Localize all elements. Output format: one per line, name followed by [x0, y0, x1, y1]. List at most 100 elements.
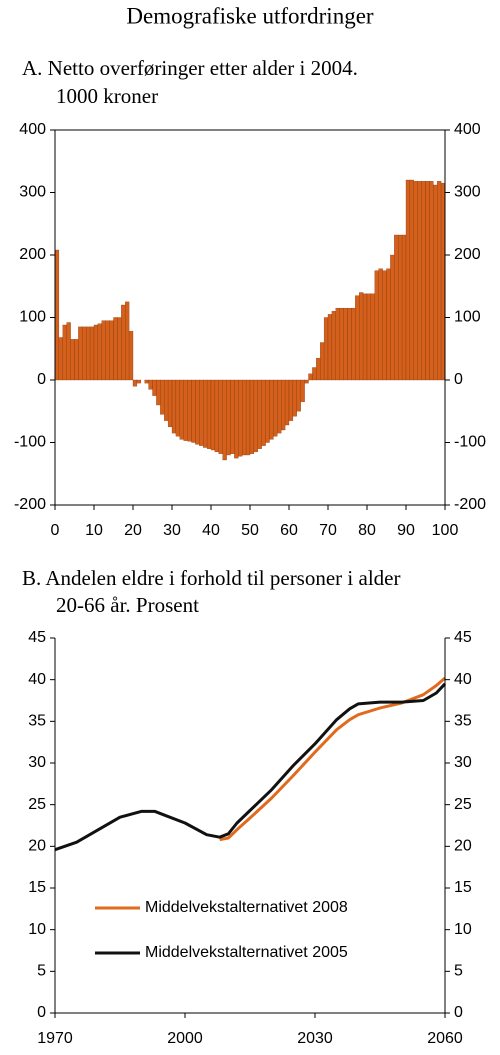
bar: [374, 270, 379, 381]
bar: [167, 379, 173, 428]
bar: [148, 379, 153, 390]
chart-subtitle: 20-66 år. Prosent: [56, 593, 199, 617]
bar: [191, 379, 196, 443]
bar: [343, 307, 348, 381]
bar: [292, 379, 297, 417]
y-tick-label: 15: [28, 879, 46, 896]
x-tick-label: 2000: [167, 1030, 203, 1047]
bar: [253, 379, 258, 453]
bar: [362, 293, 368, 381]
bar: [269, 379, 274, 440]
bar: [347, 307, 352, 381]
y2-tick-label: 10: [454, 921, 472, 938]
bar: [370, 293, 375, 381]
y-tick-label: 10: [28, 921, 46, 938]
y2-tick-label: -100: [454, 434, 486, 451]
y-tick-label: 35: [28, 713, 46, 730]
bar: [429, 181, 434, 381]
bar: [339, 307, 344, 381]
y-tick-label: 20: [28, 838, 46, 855]
bar: [230, 379, 235, 454]
bar: [300, 379, 305, 403]
bar: [405, 179, 411, 381]
bar: [156, 379, 161, 406]
bar: [265, 379, 270, 443]
bar: [160, 379, 165, 415]
y-tick-label: 45: [28, 629, 46, 646]
bar: [183, 379, 188, 441]
bar: [398, 234, 403, 381]
chart-subtitle: 1000 kroner: [56, 84, 158, 108]
bar: [277, 379, 282, 434]
y-tick-label: 300: [19, 184, 46, 201]
bar: [97, 323, 102, 381]
x-tick-label: 90: [397, 522, 415, 539]
bar: [273, 379, 278, 437]
bar: [54, 249, 60, 381]
y-tick-label: 40: [28, 671, 46, 688]
bar: [128, 331, 134, 381]
bar: [245, 379, 251, 456]
y-tick-label: 0: [37, 1004, 46, 1021]
bar: [187, 379, 192, 442]
bar: [409, 179, 414, 381]
bar: [70, 339, 75, 381]
bar: [93, 324, 99, 381]
bar: [89, 326, 95, 381]
bar: [234, 379, 239, 459]
y2-tick-label: 0: [454, 371, 463, 388]
bar: [382, 270, 387, 381]
x-tick-label: 70: [319, 522, 337, 539]
bar: [206, 379, 212, 449]
bar: [171, 379, 177, 434]
y2-tick-label: 0: [454, 1004, 463, 1021]
legend-label: Middelvekstalternativet 2005: [145, 944, 348, 961]
bar: [74, 339, 79, 381]
x-tick-label: 60: [280, 522, 298, 539]
bar: [323, 317, 329, 381]
bar: [203, 379, 208, 448]
bar: [351, 307, 356, 381]
y2-tick-label: 200: [454, 246, 481, 263]
x-tick-label: 80: [358, 522, 376, 539]
bar: [62, 324, 67, 381]
bar: [378, 268, 383, 381]
bar: [210, 379, 216, 451]
bar: [421, 181, 426, 381]
y2-tick-label: 40: [454, 671, 472, 688]
bar: [261, 379, 266, 446]
x-tick-label: 10: [85, 522, 103, 539]
y2-tick-label: 30: [454, 754, 472, 771]
bar: [86, 326, 91, 381]
series-line: [219, 676, 446, 842]
bar: [249, 379, 255, 454]
bar: [394, 234, 399, 381]
bar: [433, 184, 438, 381]
legend-label: Middelvekstalternativet 2008: [145, 899, 348, 916]
x-tick-label: 2060: [427, 1030, 463, 1047]
y-tick-label: -100: [14, 434, 46, 451]
bar: [58, 337, 63, 381]
bar: [359, 292, 364, 381]
bar: [175, 379, 180, 437]
y-tick-label: 25: [28, 796, 46, 813]
y2-tick-label: 45: [454, 629, 472, 646]
bar: [238, 379, 243, 457]
y2-tick-label: 300: [454, 184, 481, 201]
x-tick-label: 40: [202, 522, 220, 539]
y2-tick-label: 20: [454, 838, 472, 855]
bar: [366, 293, 372, 381]
bar: [425, 181, 430, 381]
y-tick-label: 5: [37, 963, 46, 980]
bar: [331, 311, 336, 381]
x-tick-label: 50: [241, 522, 259, 539]
x-tick-label: 0: [51, 522, 60, 539]
x-tick-label: 1970: [37, 1030, 73, 1047]
bar: [296, 379, 301, 412]
x-tick-label: 2030: [297, 1030, 333, 1047]
bar: [218, 379, 223, 454]
bar: [164, 379, 169, 421]
x-tick-label: 30: [163, 522, 181, 539]
chart-title: B. Andelen eldre i forhold til personer …: [22, 566, 400, 590]
bar: [288, 379, 294, 421]
